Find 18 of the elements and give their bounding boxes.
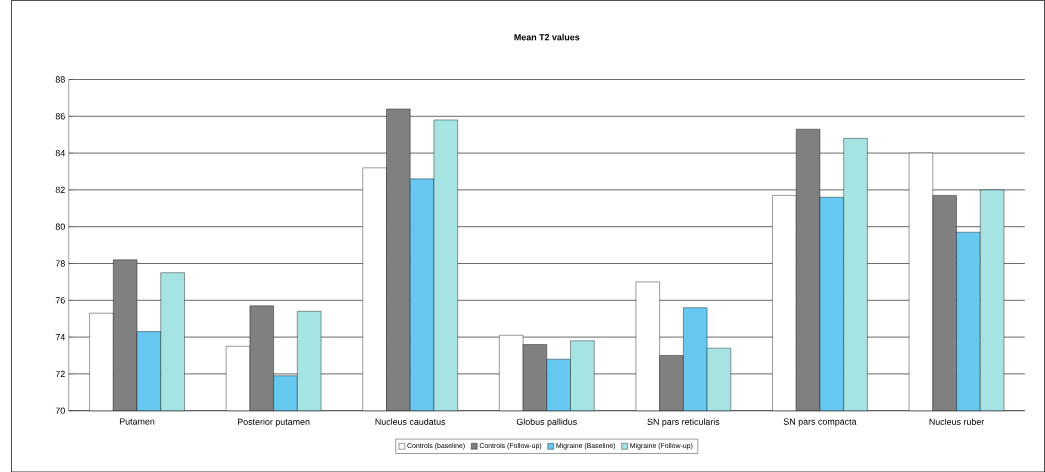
y-tick-label: 76 xyxy=(55,296,65,304)
x-tick-label: SN pars reticularis xyxy=(647,418,720,427)
x-tick-label: Putamen xyxy=(119,418,155,425)
y-tick-label: 84 xyxy=(55,149,65,157)
x-tick-label: Nucleus caudatus xyxy=(375,418,446,425)
x-tick-label: Posterior putamen xyxy=(237,418,310,427)
y-tick-label: 80 xyxy=(55,223,65,230)
y-tick-label: 78 xyxy=(55,260,65,267)
y-tick-label: 82 xyxy=(55,186,65,193)
y-tick-label: 88 xyxy=(55,76,65,83)
y-tick-label: 70 xyxy=(55,407,65,414)
y-tick-label: 74 xyxy=(55,333,65,340)
y-tick-label: 72 xyxy=(55,370,65,377)
chart-title: Mean T2 values xyxy=(514,33,580,41)
x-tick-label: Nucleus ruber xyxy=(929,418,985,425)
y-tick-label: 86 xyxy=(55,112,65,120)
x-tick-label: SN pars compacta xyxy=(783,418,857,427)
x-tick-label: Globus pallidus xyxy=(516,418,577,427)
